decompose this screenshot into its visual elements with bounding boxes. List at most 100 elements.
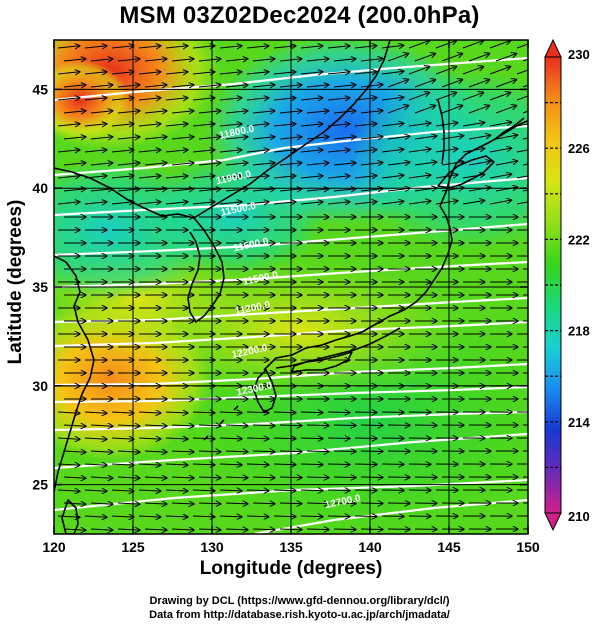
wind-vector: [414, 105, 436, 114]
wind-vector: [192, 464, 215, 465]
wind-vector: [84, 438, 107, 439]
wind-vector: [360, 85, 383, 87]
wind-vector: [165, 202, 188, 204]
wind-vector: [333, 59, 356, 61]
wind-vector: [90, 425, 113, 426]
wind-vector: [327, 150, 350, 152]
wind-vector: [441, 53, 463, 62]
wind-vector: [495, 161, 518, 166]
wind-vector: [84, 46, 107, 48]
wind-vector: [144, 85, 167, 87]
wind-vector: [246, 490, 269, 491]
y-tick-label: 45: [32, 81, 48, 97]
wind-vector: [246, 438, 269, 439]
wind-vector: [327, 176, 350, 178]
wind-vector: [117, 111, 140, 113]
wind-vector: [462, 66, 484, 75]
wind-vector: [273, 490, 296, 491]
wind-vector: [225, 59, 248, 61]
y-tick-label: 35: [32, 279, 48, 295]
wind-vector: [435, 201, 458, 205]
wind-vector: [327, 124, 350, 126]
wind-vector: [117, 451, 140, 452]
wind-vector: [273, 46, 296, 48]
colorbar-label: 210: [568, 509, 590, 524]
wind-vector: [117, 59, 140, 61]
wind-vector: [111, 46, 134, 48]
wind-vector: [306, 59, 329, 61]
wind-vector: [192, 438, 215, 439]
colorbar-label: 230: [568, 47, 590, 62]
wind-vector: [138, 438, 161, 439]
wind-vector: [198, 451, 221, 452]
wind-vector: [435, 66, 457, 75]
wind-vector: [138, 490, 161, 491]
wind-vector: [468, 53, 490, 62]
wind-vector: [408, 66, 430, 75]
wind-vector: [522, 84, 528, 88]
wind-vector: [198, 85, 221, 87]
wind-vector: [138, 72, 161, 74]
wind-vector: [408, 149, 431, 152]
wind-vector: [117, 85, 140, 87]
y-tick-label: 25: [32, 477, 48, 493]
wind-vector: [165, 176, 188, 178]
wind-vector: [327, 72, 350, 74]
wind-vector: [192, 202, 215, 204]
wind-vector: [219, 438, 242, 439]
wind-vector: [117, 425, 140, 426]
wind-vector: [381, 201, 404, 204]
wind-vector: [225, 111, 248, 113]
wind-vector: [90, 189, 113, 191]
wind-vector: [219, 464, 242, 465]
wind-vector: [462, 148, 485, 153]
wind-vector: [63, 189, 86, 191]
wind-vector: [360, 137, 383, 139]
wind-vector: [111, 124, 134, 126]
wind-vector: [117, 137, 140, 139]
wind-vector: [414, 136, 437, 139]
y-tick-label: 40: [32, 180, 48, 196]
wind-vector: [84, 72, 107, 74]
wind-vector: [300, 464, 323, 465]
colorbar-label: 214: [568, 415, 590, 430]
wind-vector: [57, 412, 80, 413]
wind-vector: [144, 477, 167, 478]
wind-vector: [198, 137, 221, 139]
wind-vector: [111, 176, 134, 178]
wind-vector: [111, 98, 134, 100]
wind-vector: [252, 163, 275, 165]
wind-vector: [165, 46, 188, 48]
wind-vector: [327, 516, 350, 517]
wind-vector: [300, 176, 323, 178]
wind-vector: [306, 189, 329, 191]
wind-vector: [381, 71, 404, 74]
colorbar-label: 226: [568, 141, 590, 156]
wind-vector: [333, 163, 356, 165]
wind-vector: [435, 175, 458, 179]
colorbar-label: 222: [568, 232, 590, 247]
wind-vector: [57, 150, 80, 152]
wind-vector: [414, 53, 436, 62]
wind-vector: [522, 137, 528, 140]
wind-vector: [192, 176, 215, 178]
wind-vector: [414, 79, 436, 88]
wind-vector: [84, 490, 107, 491]
wind-vector: [279, 503, 302, 504]
wind-vector: [246, 176, 269, 178]
wind-vector: [468, 79, 490, 88]
coastline: [249, 385, 255, 391]
wind-vector: [84, 412, 107, 413]
wind-vector: [435, 92, 457, 101]
wind-vector: [300, 516, 323, 517]
wind-vector: [333, 425, 356, 426]
wind-vector: [84, 98, 107, 100]
wind-vector: [354, 124, 377, 126]
contour-line: [54, 176, 528, 217]
y-tick-label: 30: [32, 378, 48, 394]
wind-vector: [198, 59, 221, 61]
wind-vector: [333, 529, 356, 530]
wind-vector: [408, 40, 430, 49]
wind-vector: [192, 490, 215, 491]
wind-vector: [192, 412, 215, 413]
